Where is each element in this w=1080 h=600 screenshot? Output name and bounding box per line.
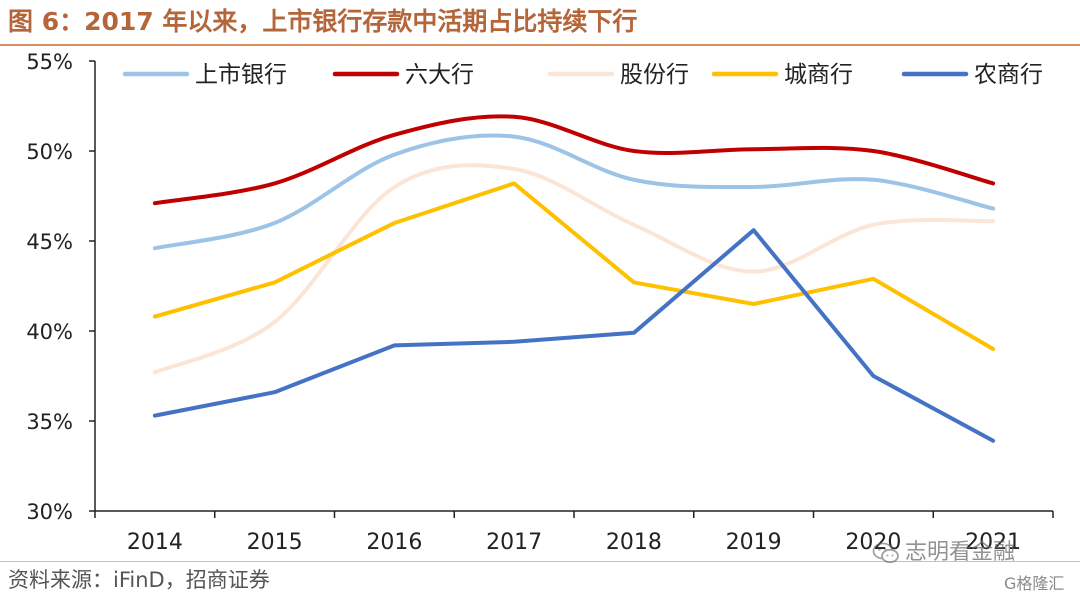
- legend-label: 农商行: [974, 62, 1043, 88]
- x-tick-label: 2017: [486, 530, 542, 555]
- x-tick-label: 2015: [247, 530, 303, 555]
- wechat-icon: [872, 542, 899, 564]
- legend-item-2: 六大行: [332, 62, 474, 88]
- series-layer: [152, 114, 996, 443]
- legend-item-4: 城商行: [711, 62, 853, 88]
- legend-label: 城商行: [784, 62, 853, 88]
- x-tick-label: 2016: [366, 530, 422, 555]
- footer-divider: [0, 561, 1080, 562]
- series-line-5: [152, 228, 996, 443]
- x-tick-label: 2021: [965, 530, 1021, 555]
- legend-label: 上市银行: [195, 62, 287, 88]
- x-tick-label: 2018: [606, 530, 662, 555]
- legend-label: 股份行: [620, 62, 689, 88]
- series-line-1: [152, 133, 996, 251]
- x-tick-label: 2014: [127, 530, 183, 555]
- axis-layer: 30% 35% 40% 45% 50% 55% 2014 2015 2016 2017 2018 20…: [26, 50, 1054, 555]
- legend-item-1: 上市银行: [122, 62, 287, 88]
- series-line-3: [152, 163, 996, 375]
- y-tick-label: 50%: [26, 140, 73, 164]
- y-tick-label: 45%: [26, 230, 73, 254]
- y-tick-label: 40%: [26, 320, 73, 344]
- y-tick-label: 35%: [26, 410, 73, 434]
- series-line-4: [152, 181, 996, 351]
- source-note: 资料来源：iFinD，招商证券: [8, 568, 270, 592]
- y-tick-label: 30%: [26, 500, 73, 524]
- legend: 上市银行 六大行 股份行 城商行 农商行: [122, 62, 1043, 88]
- series-line-2: [152, 114, 996, 206]
- legend-item-3: 股份行: [547, 62, 689, 88]
- corner-badge: G格隆汇: [1004, 574, 1065, 593]
- figure-title: 图 6：2017 年以来，上市银行存款中活期占比持续下行: [8, 7, 638, 36]
- legend-item-5: 农商行: [901, 62, 1043, 88]
- watermark-text: 志明看金融: [905, 540, 1016, 565]
- x-tick-label: 2019: [726, 530, 782, 555]
- title-divider: [0, 44, 1080, 46]
- y-tick-label: 55%: [26, 50, 73, 74]
- legend-label: 六大行: [405, 62, 474, 88]
